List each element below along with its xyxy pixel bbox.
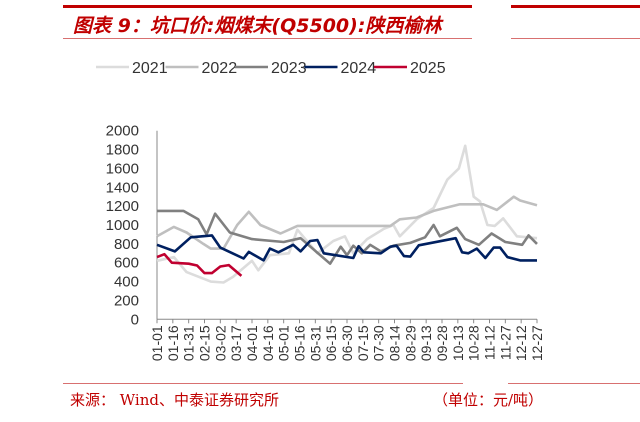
series-line-2022	[156, 195, 538, 250]
legend-label-2023: 2023	[271, 60, 307, 77]
title-rule-top	[63, 5, 472, 8]
x-tick-label: 01-01	[149, 325, 165, 361]
x-tick-label: 01-31	[181, 325, 197, 361]
x-tick-label: 10-13	[450, 325, 466, 361]
series-line-2021	[156, 144, 538, 284]
adjacent-footer-rule	[508, 383, 640, 384]
legend-label-2025: 2025	[410, 60, 446, 77]
x-tick-label: 07-30	[371, 325, 387, 361]
x-tick-label: 05-31	[307, 325, 323, 361]
adjacent-title-rule	[511, 5, 640, 8]
legend-label-2022: 2022	[202, 60, 238, 77]
y-tick-label: 0	[131, 311, 139, 328]
x-tick-label: 03-17	[228, 325, 244, 361]
x-tick-label: 09-28	[434, 325, 450, 361]
chart-title: 图表 9：坑口价:烟煤末(Q5500):陕西榆林	[73, 15, 442, 37]
title-rule-bottom	[63, 38, 472, 39]
y-tick-label: 200	[114, 292, 139, 309]
footer-rule	[63, 383, 463, 384]
x-tick-label: 11-12	[482, 325, 498, 360]
x-tick-label: 12-27	[529, 325, 545, 361]
x-tick-label: 11-27	[497, 325, 513, 360]
y-tick-label: 2000	[106, 123, 139, 140]
series-line-2025	[156, 252, 243, 277]
x-tick-label: 05-16	[292, 325, 308, 361]
series-line-2023	[157, 209, 538, 266]
x-tick-label: 10-28	[466, 325, 482, 361]
x-tick-label: 04-16	[260, 325, 276, 361]
legend-label-2024: 2024	[341, 60, 377, 77]
adjacent-title-rule-bottom	[511, 38, 640, 39]
y-tick-label: 1200	[106, 198, 139, 215]
x-tick-label: 04-01	[244, 325, 260, 361]
y-tick-label: 400	[114, 274, 139, 291]
x-tick-label: 07-15	[355, 325, 371, 361]
y-tick-label: 1800	[106, 142, 139, 159]
legend-label-2021: 2021	[132, 60, 168, 77]
x-tick-label: 06-30	[339, 325, 355, 361]
y-tick-label: 600	[114, 255, 139, 272]
x-tick-label: 01-16	[165, 325, 181, 361]
unit-note: （单位：元/吨）	[433, 391, 544, 409]
x-tick-label: 05-01	[276, 325, 292, 361]
y-tick-label: 800	[114, 236, 139, 253]
source-note: 来源： Wind、中泰证券研究所	[70, 391, 279, 409]
y-tick-label: 1600	[106, 160, 139, 177]
x-tick-label: 09-13	[418, 325, 434, 361]
x-tick-label: 08-14	[387, 325, 403, 361]
x-tick-label: 12-12	[513, 325, 529, 361]
y-tick-label: 1400	[106, 179, 139, 196]
x-tick-label: 06-15	[323, 325, 339, 361]
x-tick-label: 02-15	[197, 325, 213, 361]
x-tick-label: 08-29	[402, 325, 418, 361]
y-tick-label: 1000	[106, 217, 139, 234]
series-line-2024	[156, 234, 537, 262]
x-tick-label: 03-02	[212, 325, 228, 361]
